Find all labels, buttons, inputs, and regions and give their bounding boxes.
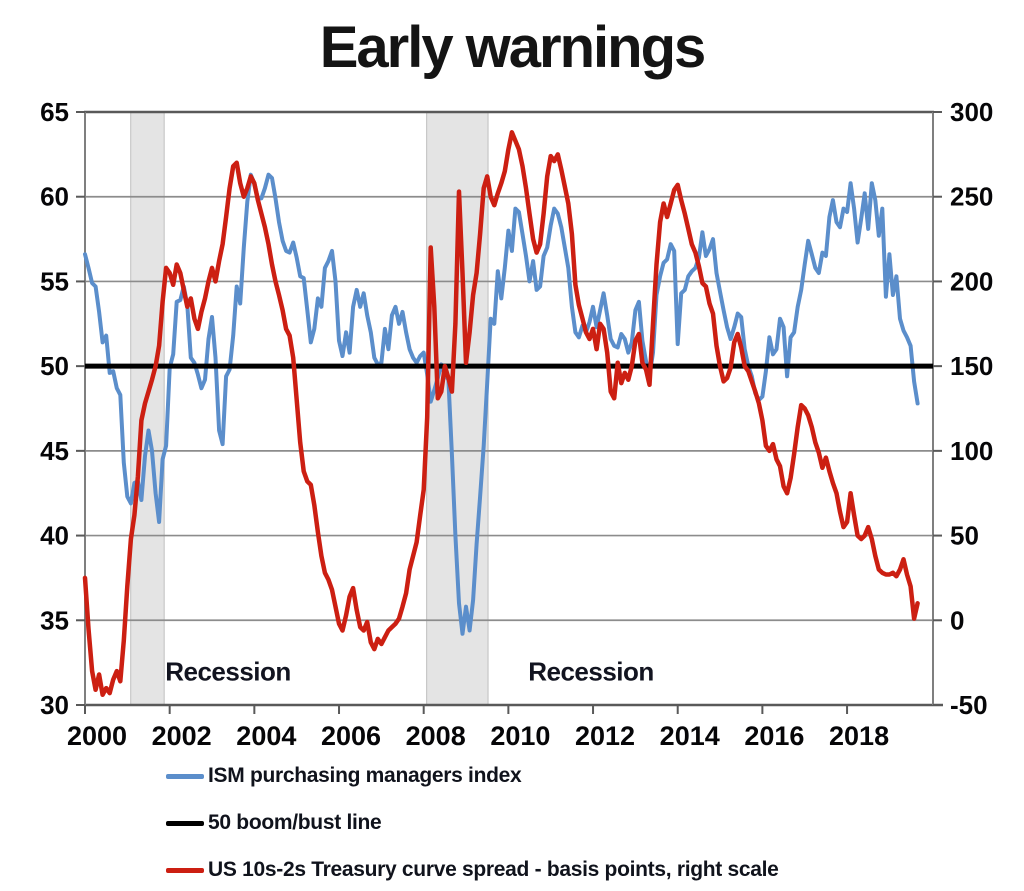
recession-annotation-2008: Recession [528,656,654,687]
right-axis-label-0: 0 [950,605,964,635]
left-axis-label-30: 30 [40,690,69,720]
treasury-spread-line [82,130,920,698]
x-axis-label-2008: 2008 [406,721,466,751]
x-axis-label-2000: 2000 [67,721,127,751]
legend-item-boom-bust: 50 boom/bust line [166,811,382,835]
left-axis-label-40: 40 [40,521,69,551]
legend-item-spread: US 10s-2s Treasury curve spread - basis … [166,858,779,882]
left-axis-label-35: 35 [40,605,69,635]
right-axis-label-150: 150 [950,351,993,381]
ism-line-swatch [166,773,204,779]
boom-bust-line-swatch [166,820,204,826]
right-axis-label-250: 250 [950,182,993,212]
left-axis-label-45: 45 [40,436,69,466]
left-axis-label-60: 60 [40,182,69,212]
chart-title: Early warnings [319,15,707,80]
left-axis-label-55: 55 [40,266,69,296]
recession-annotation-2001: Recession [165,656,291,687]
x-axis-label-2016: 2016 [744,721,804,751]
x-axis-label-2006: 2006 [321,721,381,751]
chart-canvas: 65 60 55 50 45 40 35 30 300 250 200 150 100 50 0 -50 200… [40,97,993,751]
left-axis-label-50: 50 [40,351,69,381]
x-axis-label-2010: 2010 [490,721,550,751]
legend-label-ism: ISM purchasing managers index [208,764,522,787]
x-axis-label-2012: 2012 [575,721,635,751]
legend-label-spread: US 10s-2s Treasury curve spread - basis … [208,858,779,881]
spread-line-swatch [166,867,204,873]
right-axis-label-50: 50 [950,521,979,551]
right-axis-label--50: -50 [950,690,988,720]
right-axis-label-200: 200 [950,266,993,296]
legend-item-ism: ISM purchasing managers index [166,764,522,788]
x-axis-label-2014: 2014 [660,721,720,751]
recession-band-1 [130,111,165,706]
ism-pmi-line [83,172,920,636]
x-axis-label-2018: 2018 [829,721,889,751]
right-axis-label-300: 300 [950,97,993,127]
right-axis-label-100: 100 [950,436,993,466]
x-axis-label-2004: 2004 [236,721,296,751]
legend-label-boom-bust: 50 boom/bust line [208,811,382,834]
x-axis-label-2002: 2002 [152,721,212,751]
left-axis-label-65: 65 [40,97,69,127]
